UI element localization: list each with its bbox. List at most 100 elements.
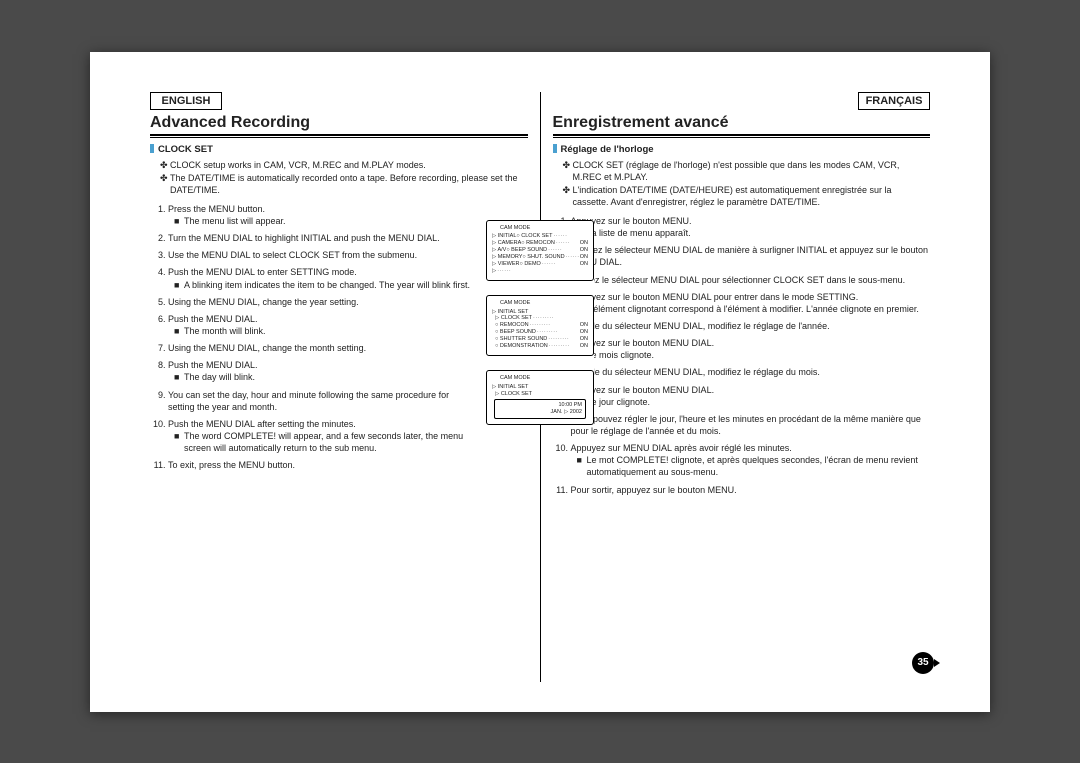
sub-text: The day will blink.	[184, 371, 255, 383]
left-notes: ✤CLOCK setup works in CAM, VCR, M.REC an…	[160, 159, 528, 197]
rule-thick	[150, 134, 528, 136]
step-sub: ■The day will blink.	[174, 371, 474, 383]
step-text: À l'aide du sélecteur MENU DIAL, modifie…	[571, 367, 820, 377]
step-text: You can set the day, hour and minute fol…	[168, 390, 449, 412]
step-text: Using the MENU DIAL, change the month se…	[168, 343, 366, 353]
sub-marker: ■	[174, 430, 184, 454]
sub-marker: ■	[174, 215, 184, 227]
right-section-text: Réglage de l'horloge	[561, 144, 654, 155]
step-item: Appuyez sur le bouton MENU DIAL pour ent…	[571, 291, 931, 315]
step-item: Using the MENU DIAL, change the month se…	[168, 342, 474, 354]
fig-inner-box: 10:00 PMJAN. ▷ 2002	[494, 399, 586, 419]
step-text: Push the MENU DIAL.	[168, 314, 258, 324]
step-text: Utilisez le sélecteur MENU DIAL pour sél…	[571, 275, 906, 285]
step-text: À l'aide du sélecteur MENU DIAL, modifie…	[571, 321, 830, 331]
section-bar-icon	[150, 144, 154, 153]
sub-text: Le mois clignote.	[587, 349, 655, 361]
sub-text: The menu list will appear.	[184, 215, 286, 227]
step-text: Turn the MENU DIAL to highlight INITIAL …	[168, 233, 440, 243]
step-item: Appuyez sur le bouton MENU DIAL.■Le jour…	[571, 384, 931, 408]
sub-text: L'élément clignotant correspond à l'élém…	[587, 303, 919, 315]
step-item: À l'aide du sélecteur MENU DIAL, modifie…	[571, 320, 931, 332]
step-item: Use the MENU DIAL to select CLOCK SET fr…	[168, 249, 474, 261]
step-item: Utilisez le sélecteur MENU DIAL pour sél…	[571, 274, 931, 286]
step-item: Using the MENU DIAL, change the year set…	[168, 296, 474, 308]
step-text: Press the MENU button.	[168, 204, 265, 214]
rule-thin	[553, 137, 931, 138]
left-column: ENGLISH Advanced Recording CLOCK SET ✤CL…	[150, 92, 540, 682]
step-item: Appuyez sur le bouton MENU DIAL.■Le mois…	[571, 337, 931, 361]
sub-text: La liste de menu apparaît.	[587, 227, 691, 239]
step-item: Push the MENU DIAL to enter SETTING mode…	[168, 266, 474, 290]
note-text: CLOCK setup works in CAM, VCR, M.REC and…	[170, 159, 426, 171]
left-steps: Press the MENU button.■The menu list wil…	[168, 203, 474, 477]
rule-thick	[553, 134, 931, 136]
step-item: Appuyez sur MENU DIAL après avoir réglé …	[571, 442, 931, 478]
step-sub: ■Le mot COMPLETE! clignote, et après que…	[577, 454, 931, 478]
step-sub: ■L'élément clignotant correspond à l'élé…	[577, 303, 931, 315]
fig-sub: ▷ INITIAL SET	[492, 309, 588, 316]
step-sub: ■Le mois clignote.	[577, 349, 931, 361]
step-item: You can set the day, hour and minute fol…	[168, 389, 474, 413]
step-item: Appuyez sur le bouton MENU.■La liste de …	[571, 215, 931, 239]
right-notes: ✤CLOCK SET (réglage de l'horloge) n'est …	[563, 159, 931, 210]
lcd-figure-2: CAM MODE ▷ INITIAL SET ▷ CLOCK SET·······…	[486, 295, 594, 356]
step-text: Using the MENU DIAL, change the year set…	[168, 297, 359, 307]
sub-marker: ■	[577, 454, 587, 478]
step-item: À l'aide du sélecteur MENU DIAL, modifie…	[571, 366, 931, 378]
sub-text: Le jour clignote.	[587, 396, 651, 408]
fig-row: ▷······	[492, 268, 588, 275]
step-item: Pour sortir, appuyez sur le bouton MENU.	[571, 484, 931, 496]
step-sub: ■The menu list will appear.	[174, 215, 474, 227]
note-text: CLOCK SET (réglage de l'horloge) n'est p…	[573, 159, 931, 183]
step-item: Push the MENU DIAL after setting the min…	[168, 418, 474, 454]
left-section-text: CLOCK SET	[158, 144, 213, 155]
step-sub: ■The month will blink.	[174, 325, 474, 337]
section-bar-icon	[553, 144, 557, 153]
page-number-badge: 35	[912, 652, 934, 674]
sub-text: A blinking item indicates the item to be…	[184, 279, 470, 291]
right-steps: Appuyez sur le bouton MENU.■La liste de …	[571, 215, 931, 501]
note-item: ✤L'indication DATE/TIME (DATE/HEURE) est…	[563, 184, 931, 208]
step-text: Appuyez sur MENU DIAL après avoir réglé …	[571, 443, 792, 453]
fig-header: CAM MODE	[500, 300, 588, 307]
fig-row: ▷ CLOCK SET·········	[492, 315, 588, 322]
step-text: Appuyez sur le bouton MENU DIAL pour ent…	[571, 292, 859, 302]
fig-time: 10:00 PM	[498, 402, 582, 409]
step-item: Vous pouvez régler le jour, l'heure et l…	[571, 413, 931, 437]
sub-marker: ■	[174, 279, 184, 291]
step-text: Push the MENU DIAL.	[168, 360, 258, 370]
fig-date: JAN. ▷ 2002	[498, 409, 582, 416]
note-marker: ✤	[160, 172, 170, 196]
lcd-figure-3: CAM MODE▷ INITIAL SET ▷ CLOCK SET10:00 P…	[486, 370, 594, 425]
fig-row: ▷ CLOCK SET	[492, 391, 588, 398]
step-text: Use the MENU DIAL to select CLOCK SET fr…	[168, 250, 417, 260]
step-sub: ■Le jour clignote.	[577, 396, 931, 408]
step-item: Turn the MENU DIAL to highlight INITIAL …	[168, 232, 474, 244]
fig-sub: ▷ INITIAL SET	[492, 384, 588, 391]
right-title: Enregistrement avancé	[553, 114, 931, 132]
lang-badge-english: ENGLISH	[150, 92, 222, 110]
fig-row: ○ SHUTTER SOUND·········ON	[492, 336, 588, 343]
step-text: Vous pouvez régler le jour, l'heure et l…	[571, 414, 921, 436]
step-text: To exit, press the MENU button.	[168, 460, 295, 470]
sub-marker: ■	[174, 325, 184, 337]
sub-text: The word COMPLETE! will appear, and a fe…	[184, 430, 474, 454]
step-text: Push the MENU DIAL to enter SETTING mode…	[168, 267, 357, 277]
fig-row: ▷ CAMERA○ REMOCON······ON	[492, 240, 588, 247]
step-sub: ■La liste de menu apparaît.	[577, 227, 931, 239]
step-item: Push the MENU DIAL.■The month will blink…	[168, 313, 474, 337]
step-item: Tournez le sélecteur MENU DIAL de manièr…	[571, 244, 931, 268]
sub-text: Le mot COMPLETE! clignote, et après quel…	[587, 454, 931, 478]
note-text: L'indication DATE/TIME (DATE/HEURE) est …	[573, 184, 931, 208]
step-text: Tournez le sélecteur MENU DIAL de manièr…	[571, 245, 929, 267]
note-item: ✤CLOCK setup works in CAM, VCR, M.REC an…	[160, 159, 528, 171]
note-marker: ✤	[160, 159, 170, 171]
fig-row: ○ REMOCON·········ON	[492, 322, 588, 329]
step-item: Press the MENU button.■The menu list wil…	[168, 203, 474, 227]
two-column-layout: ENGLISH Advanced Recording CLOCK SET ✤CL…	[150, 92, 930, 682]
fig-row: ▷ INITIAL○ CLOCK SET······	[492, 233, 588, 240]
sub-marker: ■	[174, 371, 184, 383]
right-section-heading: Réglage de l'horloge	[553, 144, 931, 155]
fig-row: ○ DEMONSTRATION·········ON	[492, 343, 588, 350]
